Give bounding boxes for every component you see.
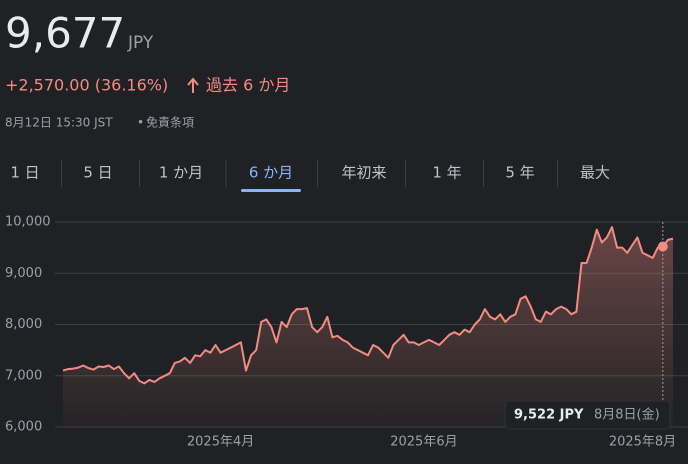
- timestamp: 8月12日 15:30 JST: [5, 116, 113, 130]
- y-tick-label: 8,000: [5, 317, 42, 332]
- area: [63, 227, 673, 427]
- disclaimer-link[interactable]: 免責条項: [146, 115, 194, 130]
- x-tick-label: 2025年8月: [609, 435, 676, 450]
- period: 過去 6 か月: [206, 76, 290, 95]
- separator: •: [137, 116, 144, 130]
- time-range-tab[interactable]: 年初来: [341, 164, 386, 182]
- change: +2,570.00 (36.16%): [5, 76, 168, 95]
- y-tick-label: 6,000: [5, 420, 42, 435]
- time-range-tab[interactable]: 1 年: [432, 164, 461, 182]
- price: 9,677: [5, 9, 125, 58]
- y-tick-label: 7,000: [5, 368, 42, 383]
- tooltip: [504, 400, 671, 430]
- time-range-tab[interactable]: 5 日: [83, 164, 112, 182]
- time-range-tab[interactable]: 6 か月: [249, 164, 293, 182]
- currency: JPY: [127, 33, 154, 53]
- x-tick-label: 2025年6月: [390, 435, 457, 450]
- time-range-tab[interactable]: 5 年: [505, 164, 534, 182]
- time-range-tab[interactable]: 最大: [580, 164, 610, 182]
- y-tick-label: 10,000: [5, 215, 51, 230]
- time-range-tab[interactable]: 1 日: [10, 164, 39, 182]
- price-line: [62, 226, 674, 385]
- y-tick-label: 9,000: [5, 266, 42, 281]
- tab-underline: [241, 189, 301, 192]
- time-range-tab[interactable]: 1 か月: [159, 164, 203, 182]
- hover-point: [657, 241, 668, 252]
- x-tick-label: 2025年4月: [187, 435, 254, 450]
- tooltip-price: 9,522 JPY: [514, 408, 584, 423]
- up-arrow: [187, 77, 199, 93]
- tooltip-date: 8月8日(金): [594, 407, 660, 423]
